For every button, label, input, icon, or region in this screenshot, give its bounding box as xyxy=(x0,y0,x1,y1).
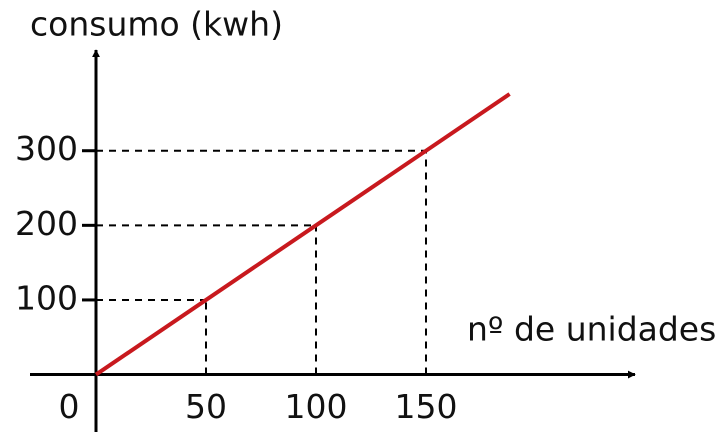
x-tick-label: 150 xyxy=(395,387,458,426)
y-tick-label: 300 xyxy=(15,129,78,168)
data-line xyxy=(94,92,511,377)
x-tick-label: 100 xyxy=(285,387,348,426)
y-tick-label: 200 xyxy=(15,204,78,243)
y-tick-label: 100 xyxy=(15,278,78,317)
y-tick-label: 0 xyxy=(59,387,80,426)
x-tick-label: 50 xyxy=(185,387,227,426)
y-axis-label: consumo (kwh) xyxy=(30,5,283,44)
x-axis-label: nº de unidades xyxy=(467,310,716,349)
